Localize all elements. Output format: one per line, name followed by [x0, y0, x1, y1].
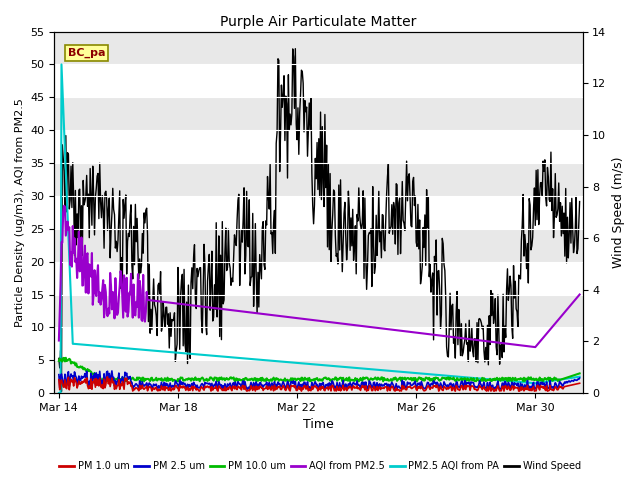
X-axis label: Time: Time: [303, 419, 334, 432]
Bar: [54, 229, 582, 262]
Y-axis label: Particle Density (ug/m3), AQI from PM2.5: Particle Density (ug/m3), AQI from PM2.5: [15, 98, 25, 327]
Y-axis label: Wind Speed (m/s): Wind Speed (m/s): [612, 156, 625, 268]
Title: Purple Air Particulate Matter: Purple Air Particulate Matter: [220, 15, 417, 29]
Bar: [54, 295, 582, 327]
Bar: [54, 163, 582, 196]
Bar: [54, 32, 582, 64]
Bar: [54, 97, 582, 130]
Legend: PM 1.0 um, PM 2.5 um, PM 10.0 um, AQI from PM2.5, PM2.5 AQI from PA, Wind Speed: PM 1.0 um, PM 2.5 um, PM 10.0 um, AQI fr…: [55, 457, 585, 475]
Text: BC_pa: BC_pa: [68, 48, 105, 58]
Bar: [54, 360, 582, 393]
